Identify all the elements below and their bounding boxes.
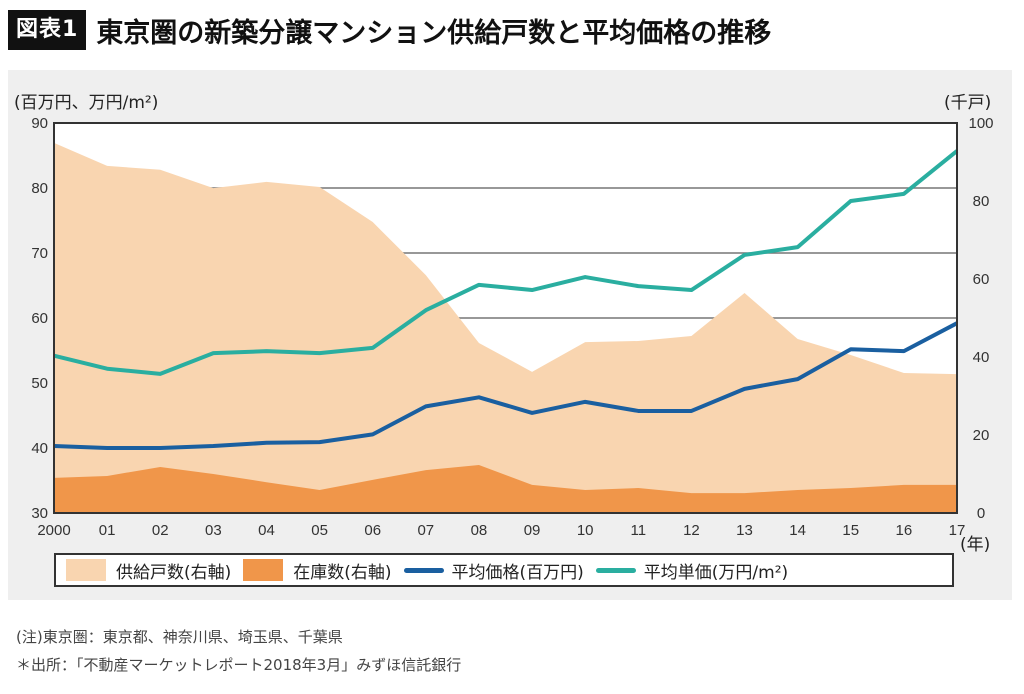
left-tick-label: 30 bbox=[31, 505, 48, 522]
area-inventory bbox=[54, 465, 957, 513]
left-tick-label: 70 bbox=[31, 245, 48, 262]
right-tick-label: 100 bbox=[968, 115, 993, 132]
right-tick-label: 80 bbox=[973, 193, 990, 210]
right-axis-unit: (千戸) bbox=[944, 93, 992, 113]
legend: 供給戸数(右軸) 在庫数(右軸) 平均価格(百万円) 平均単価(万円/m²) bbox=[54, 553, 954, 587]
source-note: ＊出所：「不動産マーケットレポート2018年3月」みずほ信託銀行 bbox=[16, 656, 462, 674]
right-tick-label: 60 bbox=[973, 271, 990, 288]
x-tick-label: 2000 bbox=[37, 522, 70, 539]
x-tick-label: 02 bbox=[152, 522, 169, 539]
legend-swatch-supply bbox=[66, 559, 106, 581]
figure-badge: 図表1 bbox=[8, 10, 87, 50]
x-tick-label: 03 bbox=[205, 522, 222, 539]
x-tick-label: 05 bbox=[311, 522, 328, 539]
x-tick-label: 04 bbox=[258, 522, 275, 539]
legend-item-unit-price: 平均単価(万円/m²) bbox=[595, 558, 789, 583]
legend-line-unit-price bbox=[595, 567, 636, 573]
x-tick-label: 17 bbox=[949, 522, 966, 539]
footnote: (注)東京圏：東京都、神奈川県、埼玉県、千葉県 bbox=[16, 628, 343, 646]
legend-item-inventory: 在庫数(右軸) bbox=[243, 558, 392, 583]
x-tick-label: 15 bbox=[842, 522, 859, 539]
x-tick-label: 13 bbox=[736, 522, 753, 539]
x-tick-label: 16 bbox=[896, 522, 913, 539]
legend-label-inventory: 在庫数(右軸) bbox=[293, 562, 392, 583]
x-tick-label: 12 bbox=[683, 522, 700, 539]
legend-item-avg-price: 平均価格(百万円) bbox=[403, 558, 584, 583]
line-series bbox=[53, 149, 959, 450]
legend-item-supply: 供給戸数(右軸) bbox=[66, 558, 231, 583]
left-tick-label: 80 bbox=[31, 180, 48, 197]
x-axis-ticks: 2000 01 02 03 04 05 06 07 08 09 10 11 12 13 14 15 16 17 bbox=[37, 522, 965, 539]
left-tick-label: 50 bbox=[31, 375, 48, 392]
plot-frame bbox=[53, 122, 958, 514]
legend-line-avg-price bbox=[403, 567, 444, 573]
legend-label-avg-price: 平均価格(百万円) bbox=[451, 562, 584, 583]
left-axis-ticks: 30 40 50 60 70 80 90 bbox=[31, 115, 48, 522]
left-tick-label: 40 bbox=[31, 440, 48, 457]
right-tick-label: 0 bbox=[977, 505, 985, 522]
line-avg-price bbox=[53, 321, 958, 450]
x-tick-label: 10 bbox=[577, 522, 594, 539]
x-axis-unit: (年) bbox=[960, 535, 991, 555]
x-tick-label: 07 bbox=[417, 522, 434, 539]
area-supply bbox=[54, 142, 957, 513]
right-tick-label: 40 bbox=[973, 349, 990, 366]
right-axis-ticks: 0 20 40 60 80 100 bbox=[968, 115, 993, 522]
legend-label-supply: 供給戸数(右軸) bbox=[116, 562, 232, 583]
left-axis-unit: (百万円、万円/m²) bbox=[14, 93, 159, 113]
x-tick-label: 06 bbox=[364, 522, 381, 539]
x-tick-label: 14 bbox=[789, 522, 806, 539]
legend-label-unit-price: 平均単価(万円/m²) bbox=[643, 562, 789, 583]
area-series bbox=[54, 142, 957, 513]
line-unit-price bbox=[53, 149, 959, 376]
x-tick-label: 09 bbox=[524, 522, 541, 539]
figure-header: 図表1 東京圏の新築分譲マンション供給戸数と平均価格の推移 bbox=[8, 8, 771, 52]
left-tick-label: 60 bbox=[31, 310, 48, 327]
x-tick-label: 08 bbox=[471, 522, 488, 539]
chart-title: 東京圏の新築分譲マンション供給戸数と平均価格の推移 bbox=[96, 17, 772, 49]
left-tick-label: 90 bbox=[31, 115, 48, 132]
right-tick-label: 20 bbox=[973, 427, 990, 444]
legend-swatch-inventory bbox=[243, 559, 284, 581]
x-tick-label: 01 bbox=[99, 522, 116, 539]
x-tick-label: 11 bbox=[631, 522, 647, 539]
